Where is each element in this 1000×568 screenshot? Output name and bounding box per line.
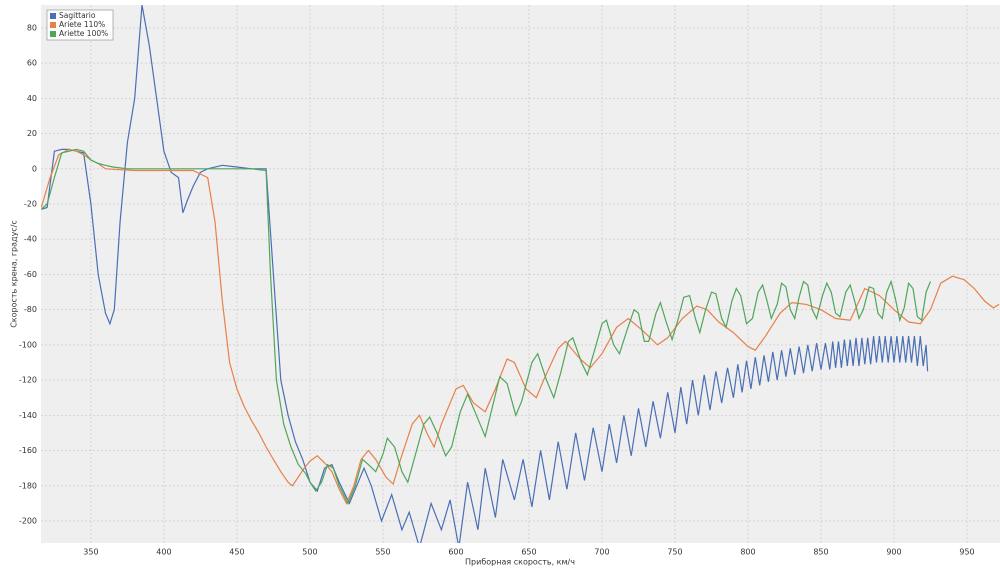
- legend-swatch: [50, 13, 56, 19]
- y-tick-label: -60: [24, 270, 37, 279]
- x-tick-label: 850: [813, 548, 828, 557]
- legend-box: [46, 9, 114, 41]
- x-tick-label: 750: [667, 548, 682, 557]
- x-tick-label: 350: [83, 548, 98, 557]
- y-tick-label: 20: [27, 129, 37, 138]
- x-tick-label: 650: [521, 548, 536, 557]
- y-tick-label: -120: [19, 376, 37, 385]
- series-line: [41, 148, 932, 505]
- legend-swatch: [50, 22, 56, 28]
- series-line: [41, 148, 1000, 505]
- y-tick-label: -100: [19, 340, 37, 349]
- legend-label: Sagittario: [59, 11, 96, 20]
- y-tick-label: -200: [19, 516, 37, 525]
- y-tick-label: -180: [19, 481, 37, 490]
- x-tick-label: 700: [594, 548, 609, 557]
- x-tick-label: 800: [740, 548, 755, 557]
- y-tick-label: -160: [19, 446, 37, 455]
- y-tick-label: 80: [27, 23, 37, 32]
- x-tick-label: 600: [448, 548, 463, 557]
- legend-swatch: [50, 31, 56, 37]
- series-line: [41, 5, 929, 543]
- x-tick-label: 450: [229, 548, 244, 557]
- y-tick-label: 40: [27, 94, 37, 103]
- x-axis-label: Приборная скорость, км/ч: [465, 558, 575, 567]
- legend-label: Ariete 110%: [59, 20, 105, 29]
- x-tick-label: 550: [375, 548, 390, 557]
- x-tick-label: 500: [302, 548, 317, 557]
- plot-area: [41, 5, 1000, 543]
- y-tick-label: -140: [19, 411, 37, 420]
- y-tick-label: -40: [24, 235, 37, 244]
- y-tick-label: 0: [32, 164, 37, 173]
- legend-label: Ariette 100%: [59, 29, 108, 38]
- y-axis-label: Скорость крена, градус/с: [10, 220, 19, 328]
- y-tick-label: 60: [27, 59, 37, 68]
- x-tick-label: 400: [156, 548, 171, 557]
- y-tick-label: -20: [24, 199, 37, 208]
- x-tick-label: 900: [886, 548, 901, 557]
- y-tick-label: -80: [24, 305, 37, 314]
- x-tick-label: 950: [959, 548, 974, 557]
